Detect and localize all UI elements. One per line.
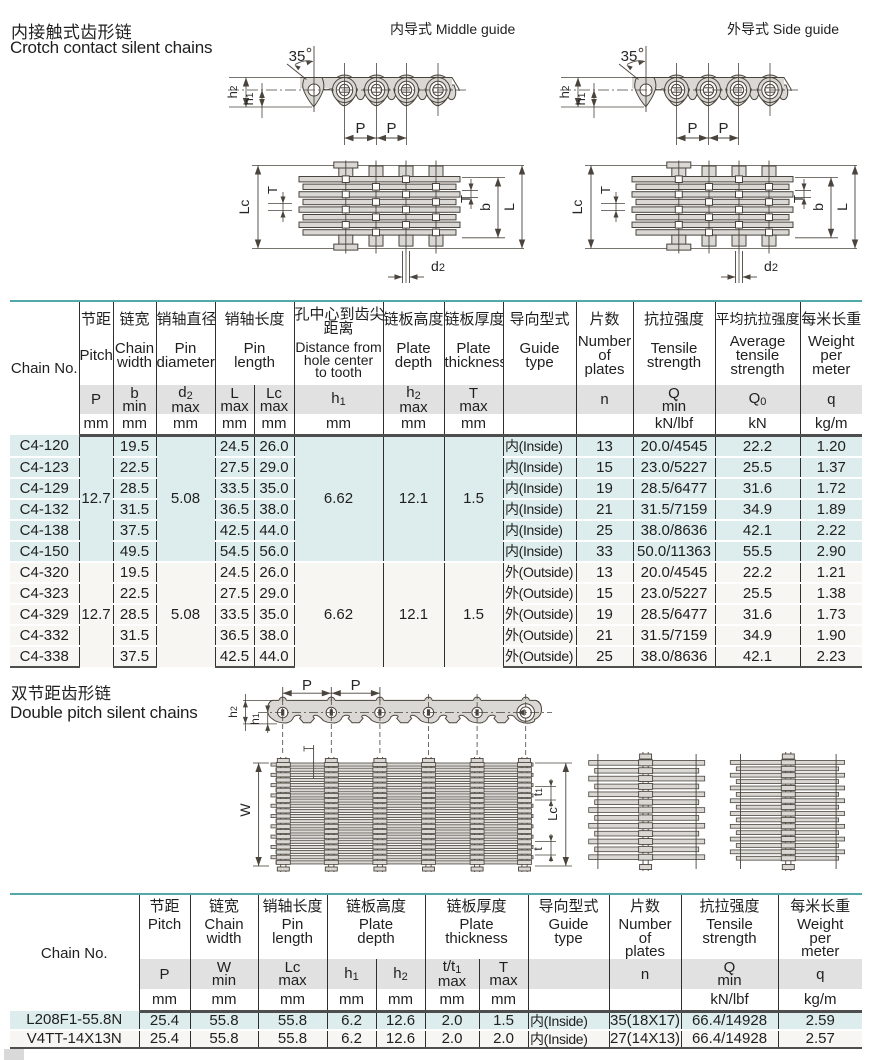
svg-text:T: T (791, 195, 806, 203)
svg-text:35: 35 (289, 48, 306, 65)
svg-text:h1: h1 (248, 713, 262, 725)
svg-text:Lc: Lc (569, 200, 585, 215)
svg-text:t1: t1 (531, 788, 545, 796)
svg-text:P: P (351, 677, 361, 694)
svg-text:h2: h2 (557, 85, 572, 98)
svg-text:h2: h2 (225, 85, 240, 98)
svg-text:P: P (302, 677, 312, 694)
svg-text:d2: d2 (431, 258, 445, 274)
svg-text:Lc: Lc (236, 200, 252, 215)
svg-text:d2: d2 (764, 258, 778, 274)
svg-text:P: P (386, 120, 396, 137)
svg-text:L: L (834, 203, 850, 211)
svg-text:b: b (810, 203, 826, 211)
svg-text:P: P (687, 120, 697, 137)
svg-text:h1: h1 (573, 92, 588, 105)
svg-text:t: t (531, 847, 545, 851)
svg-text:h1: h1 (241, 92, 256, 105)
svg-text:b: b (477, 203, 493, 211)
svg-text:P: P (718, 120, 728, 137)
svg-text:T: T (458, 195, 473, 203)
svg-text:W: W (237, 803, 253, 817)
svg-text:Lc: Lc (545, 807, 560, 821)
svg-text:P: P (355, 120, 365, 137)
svg-text:h2: h2 (226, 706, 240, 718)
svg-text:L: L (501, 203, 517, 211)
svg-text:35: 35 (621, 48, 638, 65)
svg-text:T: T (265, 186, 280, 194)
svg-text:T: T (598, 186, 613, 194)
